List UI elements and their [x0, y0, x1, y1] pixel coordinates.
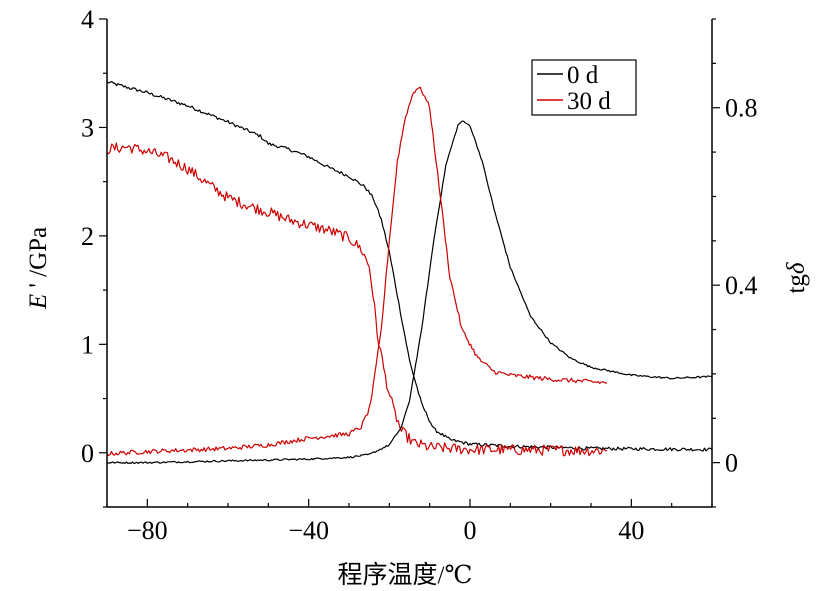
right-y-axis-label: tgδ	[783, 262, 810, 293]
right-y-tick-label: 0	[725, 449, 738, 478]
right-y-tick-label: 0.8	[725, 94, 758, 123]
right-y-tick-label: 0.4	[725, 271, 758, 300]
left-y-tick-label: 4	[81, 5, 94, 34]
x-tick-label: 0	[464, 516, 477, 545]
legend-label-0d: 0 d	[567, 62, 599, 89]
left-y-axis-label-symbol: E	[25, 294, 52, 310]
legend: 0 d 30 d	[531, 59, 637, 116]
legend-label-30d: 30 d	[567, 88, 611, 115]
series-line-30d-left	[106, 142, 608, 457]
legend-box	[531, 59, 637, 116]
left-y-tick-label: 1	[81, 330, 94, 359]
axes-layer	[106, 19, 713, 508]
series-line-0d-left	[106, 80, 713, 452]
x-axis-label: 程序温度/℃	[338, 561, 473, 589]
left-y-tick-label: 2	[81, 222, 94, 251]
left-y-axis-label: E ' /GPa	[25, 227, 52, 310]
right-y-axis-label-symbol: δ	[783, 262, 810, 274]
left-y-tick-label: 0	[81, 439, 94, 468]
left-y-tick-label: 3	[81, 113, 94, 142]
x-tick-label: 40	[618, 516, 644, 545]
series-line-30d-right	[106, 86, 608, 457]
series-layer	[106, 80, 713, 465]
right-y-axis-label-prefix: tg	[783, 274, 810, 294]
x-tick-label: −40	[288, 516, 329, 545]
x-tick-label: −80	[127, 516, 168, 545]
left-y-axis-label-unit: ' /GPa	[25, 227, 52, 294]
series-line-0d-right	[107, 120, 713, 465]
